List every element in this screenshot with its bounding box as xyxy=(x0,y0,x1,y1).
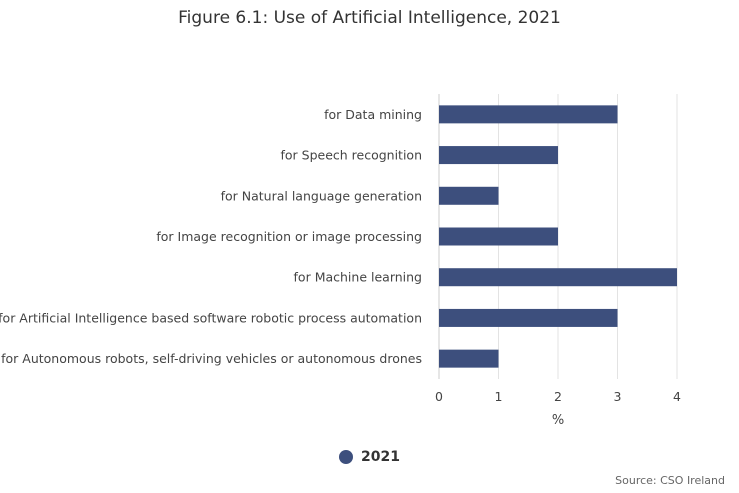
x-tick-label: 3 xyxy=(614,389,622,404)
x-tick-label: 2 xyxy=(554,389,562,404)
bar[interactable] xyxy=(439,268,677,287)
bar[interactable] xyxy=(439,227,558,246)
y-category-label: for Machine learning xyxy=(294,270,422,285)
y-category-label: for Autonomous robots, self-driving vehi… xyxy=(1,351,422,366)
legend-swatch-2021 xyxy=(339,450,353,464)
y-category-label: for Artificial Intelligence based softwa… xyxy=(0,310,422,325)
bar-chart: for Data mining for Speech recognition for… xyxy=(0,94,681,428)
x-tick-label: 4 xyxy=(673,389,681,404)
y-category-label: for Natural language generation xyxy=(221,188,422,203)
y-category-label: for Image recognition or image processin… xyxy=(156,229,422,244)
legend[interactable]: 2021 xyxy=(339,449,400,465)
x-tick-label: 0 xyxy=(435,389,443,404)
bar[interactable] xyxy=(439,349,499,368)
bar[interactable] xyxy=(439,186,499,205)
y-category-label: for Speech recognition xyxy=(280,148,422,163)
source-note: Source: CSO Ireland xyxy=(615,474,725,487)
y-category-label: for Data mining xyxy=(324,107,422,122)
legend-label-2021: 2021 xyxy=(361,449,400,465)
bar[interactable] xyxy=(439,308,618,327)
x-axis-label: % xyxy=(552,413,564,428)
chart-title: Figure 6.1: Use of Artificial Intelligen… xyxy=(178,8,561,28)
bar[interactable] xyxy=(439,146,558,165)
bar[interactable] xyxy=(439,105,618,124)
x-tick-label: 1 xyxy=(495,389,503,404)
